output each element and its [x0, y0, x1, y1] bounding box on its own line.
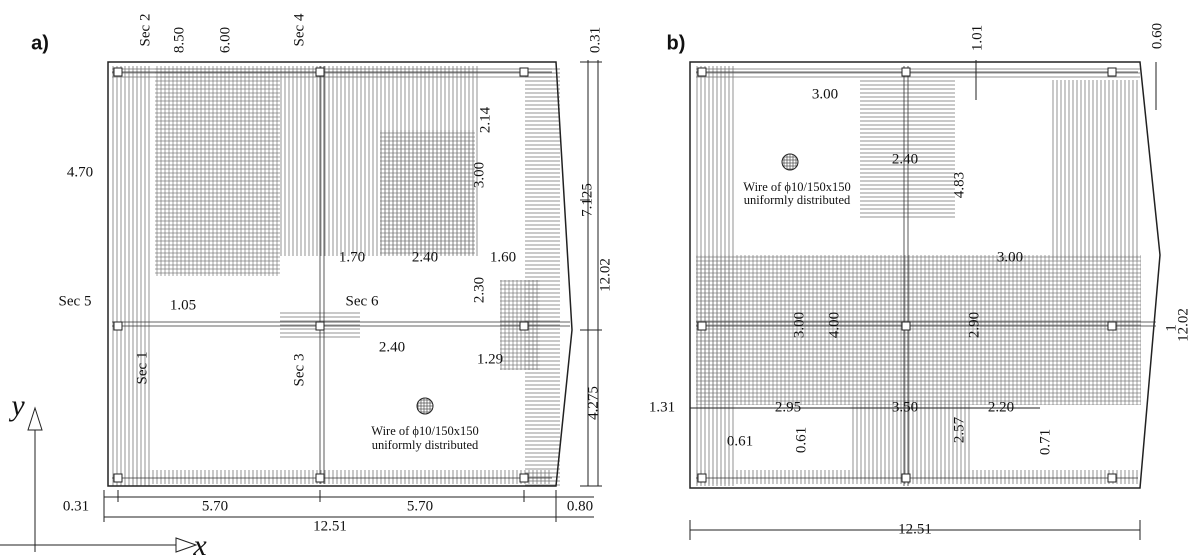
panel-label: a) — [31, 32, 49, 54]
note: uniformly distributed — [372, 438, 479, 452]
dimension-label: 0.60 — [1149, 23, 1165, 49]
mesh — [525, 66, 560, 486]
dimension-label: 12.02 — [1175, 308, 1190, 342]
mesh — [696, 470, 1140, 484]
panel-label: b) — [667, 32, 686, 54]
dimension-label: 3.00 — [997, 249, 1023, 265]
dimension-label: 4.70 — [67, 164, 93, 180]
dimension-label: 5.70 — [202, 498, 228, 514]
note: Wire of ϕ10/150x150 — [371, 424, 478, 438]
dimension-label: 1.70 — [339, 249, 365, 265]
mesh — [696, 68, 1140, 78]
dimension-label: 4.83 — [951, 172, 967, 198]
dimension-label: 2.30 — [471, 277, 487, 303]
wire-symbol — [417, 398, 433, 414]
dimension-label: 2.40 — [412, 249, 438, 265]
section-label: Sec 5 — [59, 293, 92, 309]
dimension-label: 0.71 — [1037, 429, 1053, 455]
note: uniformly distributed — [744, 193, 851, 207]
dimension-label: 2.14 — [477, 106, 493, 133]
section-label: Sec 2 — [137, 14, 153, 47]
dimension-label: 1.01 — [969, 25, 985, 51]
dimension-label: 3.00 — [471, 162, 487, 188]
axis-label: x — [192, 529, 207, 560]
mesh — [860, 80, 955, 220]
dimension-label: 4.00 — [826, 312, 842, 338]
dimension-label: 12.51 — [313, 518, 347, 534]
dimension-label: 0.61 — [727, 433, 753, 449]
dimension-label: 12.51 — [898, 521, 932, 537]
dimension-label: 2.95 — [775, 399, 801, 415]
dimension-label: 8.50 — [171, 27, 187, 53]
note: Wire of ϕ10/150x150 — [743, 180, 850, 194]
dimension-label: 0.80 — [567, 498, 593, 514]
axis-label: y — [8, 389, 25, 422]
dimension-label: 2.40 — [379, 339, 405, 355]
wire-symbol — [782, 154, 798, 170]
dimension-label: 1.29 — [477, 351, 503, 367]
dimension-label: 0.31 — [587, 27, 603, 53]
mesh — [130, 470, 550, 484]
dimension-label: 5.70 — [407, 498, 433, 514]
drawing: a) b) y x Sec 2 Sec 4 Sec 5 Sec 6 Sec 1 Sec 3 8.50… — [0, 0, 1190, 560]
dimension-label: 2.90 — [966, 312, 982, 338]
dimension-label: 2.40 — [892, 151, 918, 167]
dimension-label: 3.00 — [791, 312, 807, 338]
dimension-label: 6.00 — [217, 27, 233, 53]
panel-b — [690, 60, 1160, 540]
dimension-label: 1.60 — [490, 249, 516, 265]
mesh — [112, 68, 552, 78]
mesh — [1050, 80, 1140, 260]
dimension-label: 1.31 — [649, 399, 675, 415]
dimension-label: 0.61 — [793, 427, 809, 453]
dimension-label: 2.20 — [988, 399, 1014, 415]
mesh — [112, 66, 152, 486]
dimension-label: 4.275 — [585, 386, 601, 420]
section-label: Sec 1 — [134, 352, 150, 385]
dimension-label: 1.05 — [170, 297, 196, 313]
dimension-label: 0.31 — [63, 498, 89, 514]
mesh — [696, 255, 1141, 405]
dimension-label: 7.125 — [579, 183, 595, 217]
section-label: Sec 6 — [346, 293, 379, 309]
section-label: Sec 4 — [291, 13, 307, 46]
dimension-label: 12.02 — [597, 258, 613, 292]
mesh — [380, 130, 475, 255]
dimension-label: 3.50 — [892, 399, 918, 415]
section-label: Sec 3 — [291, 354, 307, 387]
mesh — [155, 66, 280, 276]
dimension-label: 2.57 — [951, 416, 967, 443]
dimension-label: 3.00 — [812, 86, 838, 102]
